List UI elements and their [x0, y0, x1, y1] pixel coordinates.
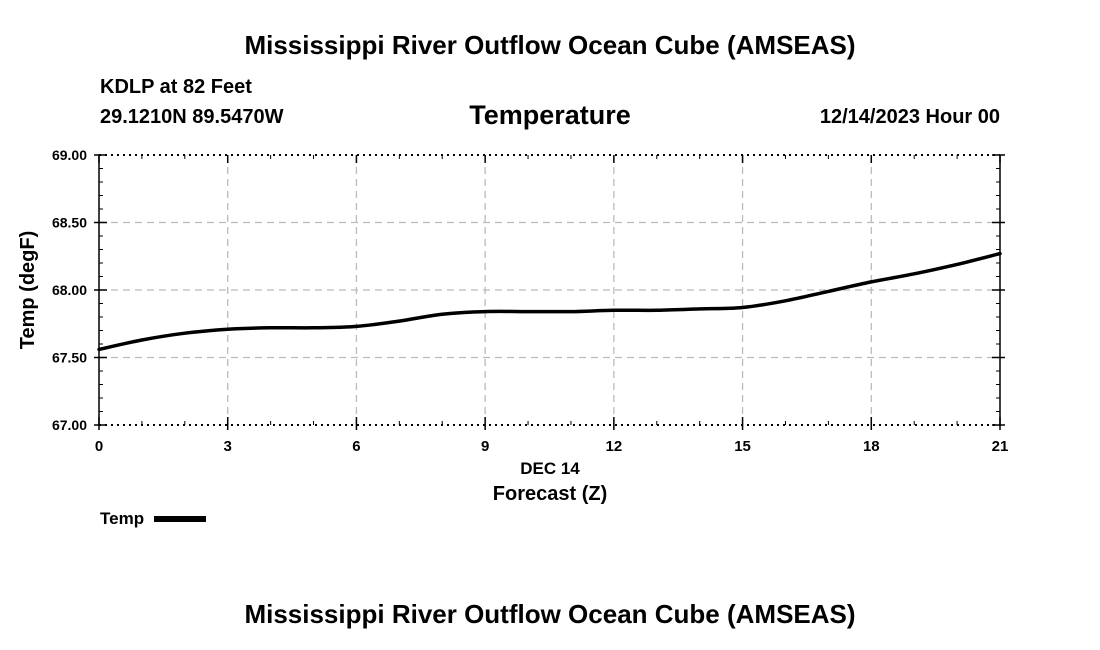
variable-title: Temperature — [469, 100, 631, 130]
legend: Temp — [100, 509, 207, 529]
x-tick-label: 18 — [863, 438, 880, 455]
x-tick-label: 21 — [992, 438, 1009, 455]
y-tick-label: 67.00 — [52, 417, 87, 433]
x-tick-label: 3 — [224, 438, 232, 455]
y-tick-label: 68.50 — [52, 215, 87, 231]
datetime-label: 12/14/2023 Hour 00 — [819, 106, 1000, 128]
legend-label: Temp — [100, 509, 145, 528]
y-tick-label: 69.00 — [52, 147, 87, 163]
x-axis-label: Forecast (Z) — [493, 483, 607, 505]
y-axis-label: Temp (degF) — [17, 231, 39, 350]
chart-title: Mississippi River Outflow Ocean Cube (AM… — [244, 30, 856, 60]
x-tick-label: 6 — [352, 438, 360, 455]
x-tick-label: 0 — [95, 438, 103, 455]
footer-title: Mississippi River Outflow Ocean Cube (AM… — [244, 599, 856, 629]
coordinates-label: 29.1210N 89.5470W — [100, 106, 284, 128]
temp-series-line — [97, 251, 1002, 352]
x-tick-label: 15 — [734, 438, 751, 455]
y-tick-label: 68.00 — [52, 282, 87, 298]
y-tick-label: 67.50 — [52, 350, 87, 366]
legend-swatch — [154, 516, 207, 522]
x-date-label: DEC 14 — [520, 459, 580, 478]
station-label: KDLP at 82 Feet — [100, 76, 252, 98]
x-tick-label: 12 — [606, 438, 623, 455]
x-tick-label: 9 — [481, 438, 489, 455]
